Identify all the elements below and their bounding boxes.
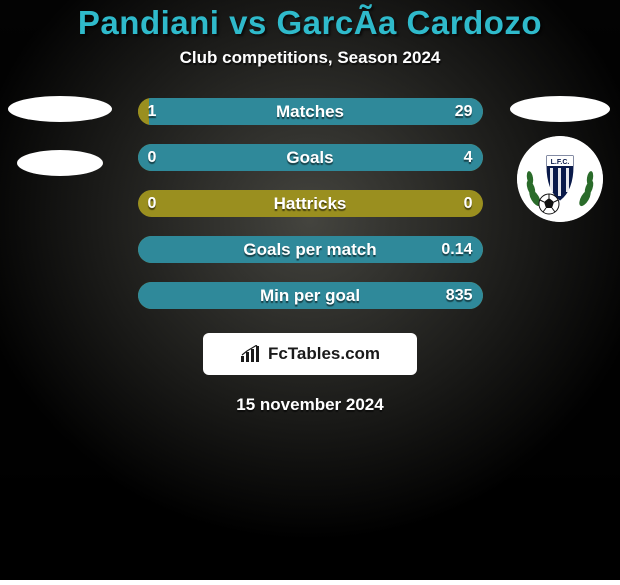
- stat-value-left: 0: [148, 144, 157, 171]
- player-right-club-badge: L.F.C. L.F.C.: [517, 136, 603, 222]
- stat-value-right: 29: [455, 98, 473, 125]
- date-text: 15 november 2024: [0, 395, 620, 415]
- stat-label: Hattricks: [138, 190, 483, 217]
- stat-value-left: 0: [148, 190, 157, 217]
- stat-label: Goals per match: [138, 236, 483, 263]
- stat-value-right: 835: [446, 282, 473, 309]
- stat-row: Hattricks0 0: [138, 190, 483, 217]
- player-left-club-avatar: [17, 150, 103, 176]
- lfc-badge-icon: L.F.C. L.F.C.: [517, 136, 603, 222]
- stat-value-right: 0.14: [441, 236, 472, 263]
- infographic-root: Pandiani vs GarcÃ­a Cardozo Club competi…: [0, 0, 620, 580]
- stat-row: Matches1 29: [138, 98, 483, 125]
- stat-row: Min per goal835: [138, 282, 483, 309]
- stat-value-left: 1: [148, 98, 157, 125]
- player-right-avatar: [510, 96, 610, 122]
- stat-row: Goals0 4: [138, 144, 483, 171]
- stat-rows: Matches129Goals04Hattricks00Goals per ma…: [138, 98, 483, 309]
- player-left-avatar: [8, 96, 112, 122]
- stat-label: Goals: [138, 144, 483, 171]
- brand-text: FcTables.com: [268, 344, 380, 364]
- stat-row: Goals per match0.14: [138, 236, 483, 263]
- stat-label: Matches: [138, 98, 483, 125]
- comparison-area: L.F.C. L.F.C.: [0, 98, 620, 309]
- player-left-column: [0, 96, 120, 176]
- stat-label: Min per goal: [138, 282, 483, 309]
- bar-chart-icon: [240, 345, 262, 363]
- player-right-column: L.F.C. L.F.C.: [500, 96, 620, 222]
- svg-text:L.F.C.: L.F.C.: [551, 159, 570, 166]
- brand-badge: FcTables.com: [203, 333, 417, 375]
- stat-value-right: 4: [464, 144, 473, 171]
- subtitle: Club competitions, Season 2024: [0, 48, 620, 68]
- page-title: Pandiani vs GarcÃ­a Cardozo: [0, 0, 620, 42]
- stat-value-right: 0: [464, 190, 473, 217]
